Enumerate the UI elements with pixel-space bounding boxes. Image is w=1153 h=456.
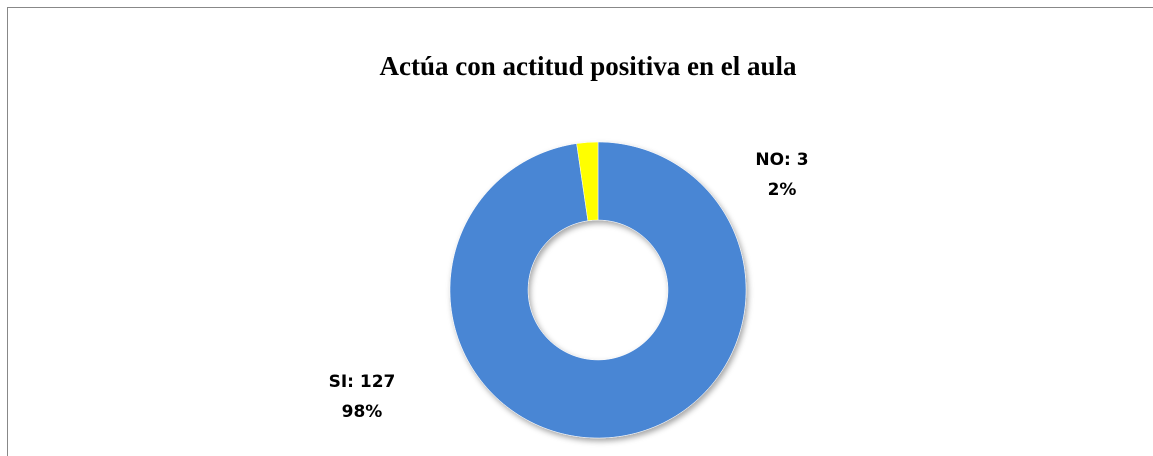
donut-slice xyxy=(576,141,599,222)
chart-title: Actúa con actitud positiva en el aula xyxy=(379,51,797,81)
percent-label: 98% xyxy=(342,402,383,422)
data-label: SI: 127 xyxy=(329,372,396,392)
data-label: NO: 3 xyxy=(755,150,808,170)
donut xyxy=(449,141,747,439)
donut-slice xyxy=(449,141,747,439)
percent-label: 2% xyxy=(768,180,797,200)
